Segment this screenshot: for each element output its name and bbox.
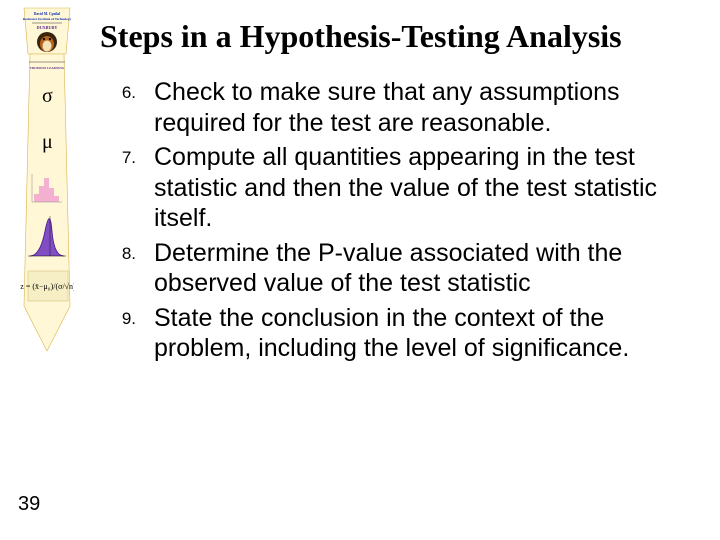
step-text: Check to make sure that any assumptions … xyxy=(154,77,702,138)
tie-graphic: David M. Cpoilal Rochester Institute of … xyxy=(20,6,74,386)
tie-brand-bottom: THOMSON LEARNING xyxy=(30,66,65,70)
content-area: Steps in a Hypothesis-Testing Analysis 6… xyxy=(100,18,702,368)
steps-list: 6. Check to make sure that any assumptio… xyxy=(100,77,702,364)
list-item: 7. Compute all quantities appearing in t… xyxy=(100,142,702,234)
step-text: State the conclusion in the context of t… xyxy=(154,303,702,364)
page-title: Steps in a Hypothesis-Testing Analysis xyxy=(100,18,702,55)
list-item: 9. State the conclusion in the context o… xyxy=(100,303,702,364)
step-text: Compute all quantities appearing in the … xyxy=(154,142,702,234)
slide: David M. Cpoilal Rochester Institute of … xyxy=(0,0,720,540)
formula-text: z = (x̄−μ₀)/(σ/√n) xyxy=(20,282,74,291)
sidebar: David M. Cpoilal Rochester Institute of … xyxy=(0,0,92,540)
step-text: Determine the P-value associated with th… xyxy=(154,238,702,299)
sigma-symbol: σ xyxy=(42,85,53,107)
mu-symbol: μ xyxy=(42,131,53,153)
slide-number: 39 xyxy=(18,493,40,516)
step-number: 9. xyxy=(100,303,154,329)
tie-svg: David M. Cpoilal Rochester Institute of … xyxy=(20,6,74,386)
list-item: 8. Determine the P-value associated with… xyxy=(100,238,702,299)
step-number: 7. xyxy=(100,142,154,168)
tie-brand-top: DUXBURY xyxy=(37,25,58,30)
list-item: 6. Check to make sure that any assumptio… xyxy=(100,77,702,138)
step-number: 8. xyxy=(100,238,154,264)
tie-header-2: Rochester Institute of Technology xyxy=(23,17,72,21)
step-number: 6. xyxy=(100,77,154,103)
tie-header-1: David M. Cpoilal xyxy=(34,12,60,16)
